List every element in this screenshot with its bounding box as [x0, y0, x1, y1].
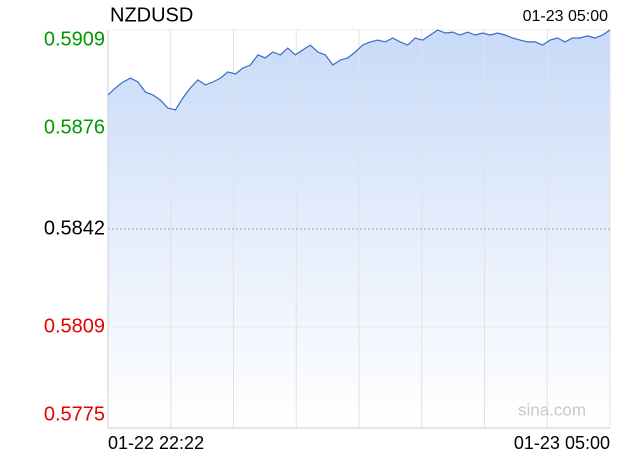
- y-tick-label: 0.5775: [44, 403, 105, 425]
- time-label: 01-23 05:00: [523, 8, 609, 25]
- watermark: sina.com: [518, 400, 586, 419]
- y-tick-label: 0.5842: [44, 217, 105, 239]
- chart-title: NZDUSD: [110, 4, 193, 26]
- y-tick-label: 0.5909: [44, 28, 105, 50]
- x-tick-label: 01-22 22:22: [108, 433, 204, 453]
- y-tick-label: 0.5876: [44, 116, 105, 138]
- price-line: [107, 29, 611, 111]
- x-tick-label: 01-23 05:00: [514, 433, 610, 453]
- y-tick-label: 0.5809: [44, 315, 105, 337]
